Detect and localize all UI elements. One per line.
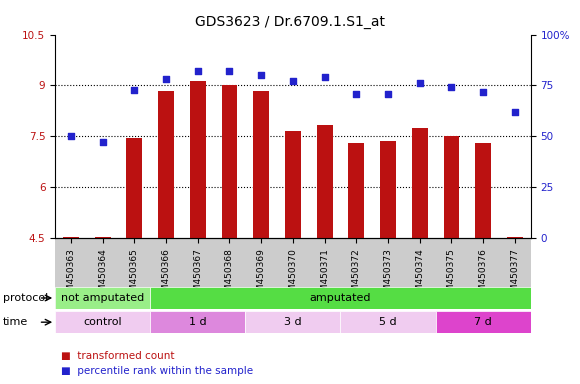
Bar	[63, 237, 79, 238]
Text: 7 d: 7 d	[474, 317, 492, 327]
Bar	[349, 143, 364, 238]
Point	[130, 86, 139, 93]
Point	[225, 68, 234, 74]
Point	[351, 91, 361, 97]
Point	[383, 91, 393, 97]
Point	[66, 133, 75, 139]
Point	[98, 139, 107, 146]
Bar	[190, 81, 206, 238]
Text: time: time	[3, 317, 28, 327]
Point	[193, 68, 202, 74]
Text: GDS3623 / Dr.6709.1.S1_at: GDS3623 / Dr.6709.1.S1_at	[195, 15, 385, 29]
Text: 3 d: 3 d	[284, 317, 302, 327]
Bar	[340, 311, 436, 333]
Bar	[245, 311, 340, 333]
Text: control: control	[84, 317, 122, 327]
Text: amputated: amputated	[310, 293, 371, 303]
Bar	[150, 311, 245, 333]
Bar	[95, 237, 111, 238]
Bar	[55, 311, 150, 333]
Point	[256, 72, 266, 78]
Bar	[150, 287, 531, 309]
Text: ■  transformed count: ■ transformed count	[61, 351, 175, 361]
Point	[320, 74, 329, 80]
Bar	[222, 86, 237, 238]
Point	[510, 109, 520, 115]
Point	[415, 80, 425, 86]
Bar	[253, 91, 269, 238]
Bar	[412, 128, 427, 238]
Bar	[285, 131, 301, 238]
Bar	[507, 237, 523, 238]
Bar	[158, 91, 174, 238]
Bar	[380, 141, 396, 238]
Text: protocol: protocol	[3, 293, 48, 303]
Bar	[436, 311, 531, 333]
Text: 1 d: 1 d	[189, 317, 206, 327]
Bar	[55, 287, 150, 309]
Bar	[317, 126, 332, 238]
Text: not amputated: not amputated	[61, 293, 144, 303]
Point	[288, 78, 298, 84]
Bar	[126, 138, 142, 238]
Text: ■  percentile rank within the sample: ■ percentile rank within the sample	[61, 366, 253, 376]
Bar	[444, 136, 459, 238]
Bar	[475, 143, 491, 238]
Point	[161, 76, 171, 83]
Point	[478, 88, 488, 94]
Text: 5 d: 5 d	[379, 317, 397, 327]
Point	[447, 84, 456, 91]
